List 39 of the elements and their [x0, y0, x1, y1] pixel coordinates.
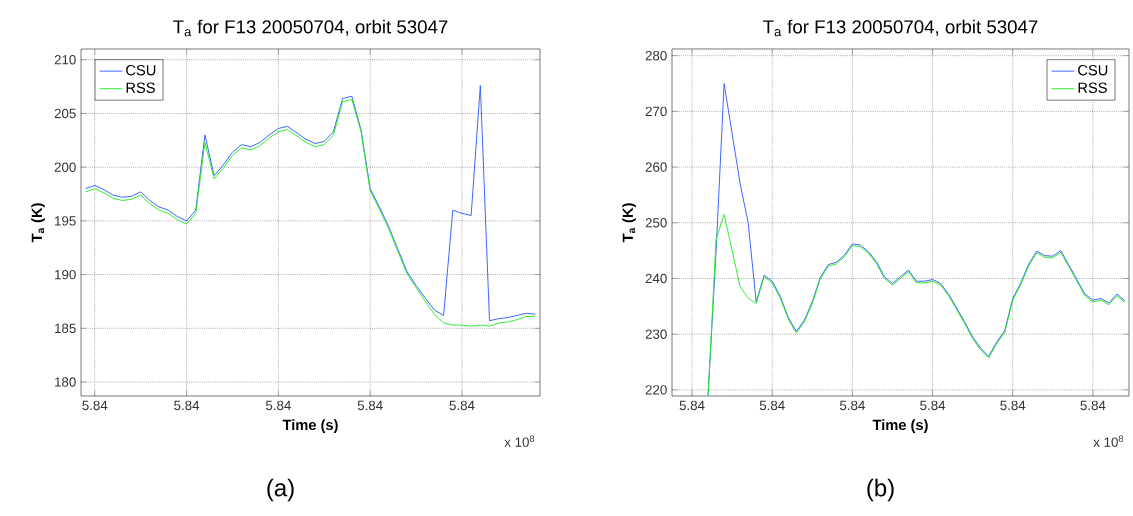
legend-label: RSS	[1078, 82, 1107, 93]
y-tick-label: 190	[55, 269, 76, 280]
x-axis-title: Time (s)	[872, 419, 928, 433]
y-tick-label: 195	[55, 216, 76, 226]
y-tick-label: 270	[645, 106, 667, 117]
x-tick-label: 5.84	[679, 400, 705, 411]
text: x 10$^{8}$	[504, 435, 535, 447]
y-axis-title: T$_{a}$ (K)	[31, 203, 45, 243]
x-axis-title: Time (s)	[282, 419, 338, 433]
x-tick-label: 5.84	[357, 400, 383, 411]
y-tick-label: 180	[55, 377, 76, 387]
x-tick-label: 5.84	[759, 400, 785, 411]
chart-title: T$_{a}$ for F13 20050704, orbit 53047	[173, 19, 448, 37]
x-tick-label: 5.84	[449, 400, 475, 411]
y-tick-label: 230	[645, 329, 667, 339]
y-tick-label: 280	[645, 50, 667, 61]
text: x 10$^{8}$	[1093, 435, 1124, 447]
text: (b)	[867, 478, 894, 502]
y-tick-label: 220	[645, 385, 667, 395]
y-tick-label: 185	[55, 323, 76, 334]
x-tick-label: 5.84	[174, 400, 200, 411]
legend-label: RSS	[126, 82, 155, 93]
legend-label: CSU	[126, 65, 156, 76]
y-tick-label: 200	[54, 162, 76, 172]
x-tick-label: 5.84	[1000, 400, 1026, 411]
y-axis-title: T$_{a}$ (K)	[622, 203, 636, 243]
x-tick-label: 5.84	[1080, 400, 1106, 411]
y-tick-label: 240	[645, 273, 667, 284]
x-tick-label: 5.84	[839, 400, 865, 411]
y-tick-label: 205	[54, 108, 76, 119]
x-tick-label: 5.84	[920, 400, 946, 411]
legend-label: CSU	[1078, 65, 1108, 76]
y-tick-label: 250	[645, 218, 667, 228]
y-tick-label: 210	[54, 55, 76, 65]
text: (a)	[267, 478, 294, 502]
x-tick-label: 5.84	[265, 400, 291, 411]
chart-title: T$_{a}$ for F13 20050704, orbit 53047	[763, 19, 1038, 37]
y-tick-label: 260	[645, 162, 667, 172]
x-tick-label: 5.84	[82, 400, 108, 411]
